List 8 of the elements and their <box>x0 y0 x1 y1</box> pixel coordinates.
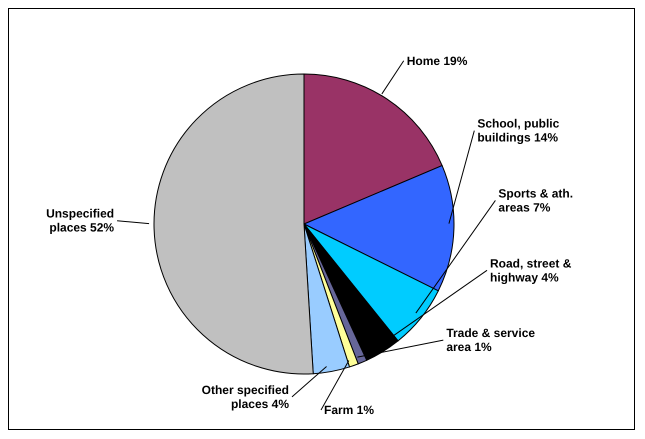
slice-label: Sports & ath. areas 7% <box>498 186 574 214</box>
slice-label: Unspecified places 52% <box>46 206 114 235</box>
slice-label: Farm 1% <box>324 403 374 417</box>
slice-label: School, public buildings 14% <box>477 116 560 145</box>
slice-label: Other specified places 4% <box>202 382 290 411</box>
slice-label: Road, street & highway 4% <box>490 256 572 284</box>
slice-label: Trade & service area 1% <box>446 326 536 354</box>
slice-label: Home 19% <box>406 54 468 68</box>
